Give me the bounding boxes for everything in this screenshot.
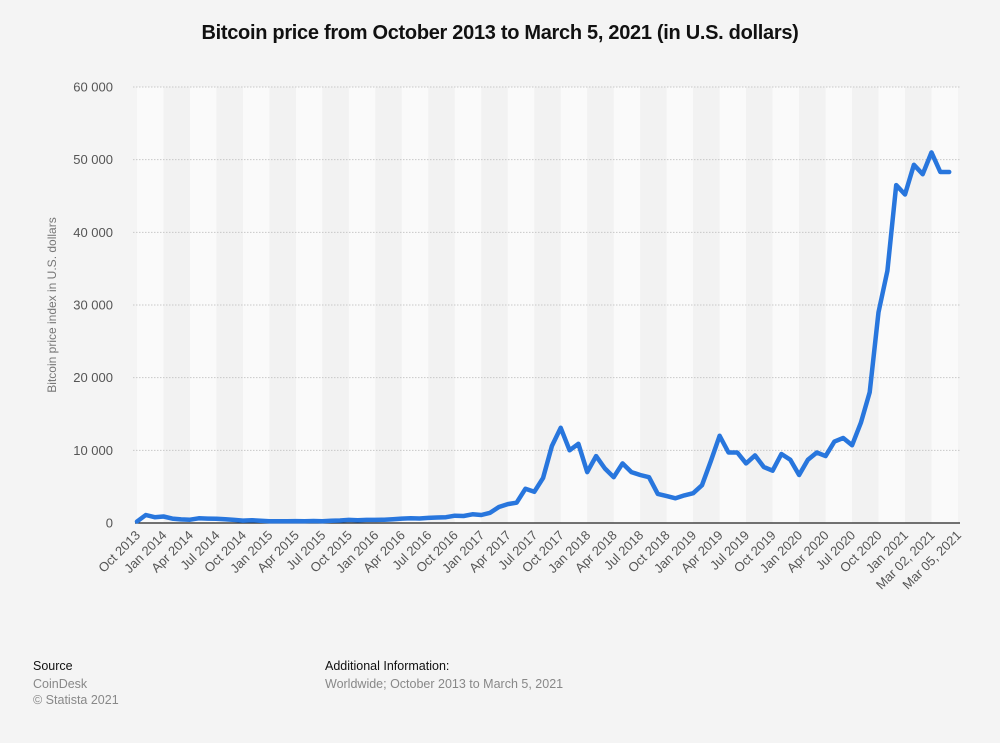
category-band xyxy=(772,87,800,523)
source-heading: Source xyxy=(33,659,73,673)
source-block: Source CoinDesk © Statista 2021 xyxy=(33,659,119,708)
info-text: Worldwide; October 2013 to March 5, 2021 xyxy=(325,677,564,691)
y-tick-label: 10 000 xyxy=(73,443,113,458)
category-band xyxy=(613,87,641,523)
category-band xyxy=(905,87,932,523)
copyright: © Statista 2021 xyxy=(33,693,119,707)
category-band xyxy=(878,87,906,523)
info-heading: Additional Information: xyxy=(325,659,450,673)
category-band xyxy=(295,87,323,523)
category-band xyxy=(163,87,190,523)
y-tick-label: 60 000 xyxy=(73,80,113,95)
category-band xyxy=(454,87,482,523)
chart-title: Bitcoin price from October 2013 to March… xyxy=(201,22,799,44)
series-group xyxy=(134,150,952,524)
additional-info-block: Additional Information: Worldwide; Octob… xyxy=(325,659,563,692)
category-band xyxy=(587,87,614,523)
y-axis-ticks: 0 10 000 20 000 30 000 40 000 50 000 60 000 xyxy=(73,80,113,531)
y-tick-label: 40 000 xyxy=(73,225,113,240)
category-band xyxy=(137,87,164,523)
source-name[interactable]: CoinDesk xyxy=(33,677,88,691)
category-band xyxy=(269,87,296,523)
category-band xyxy=(746,87,773,523)
series-line xyxy=(134,150,952,524)
category-band xyxy=(428,87,455,523)
y-tick-label: 20 000 xyxy=(73,370,113,385)
y-axis-label: Bitcoin price index in U.S. dollars xyxy=(45,217,59,392)
y-tick-label: 30 000 xyxy=(73,298,113,313)
y-tick-label: 50 000 xyxy=(73,152,113,167)
line-chart: 0 10 000 20 000 30 000 40 000 50 000 60 000 Bi… xyxy=(45,80,964,593)
y-tick-label: 0 xyxy=(106,516,113,531)
